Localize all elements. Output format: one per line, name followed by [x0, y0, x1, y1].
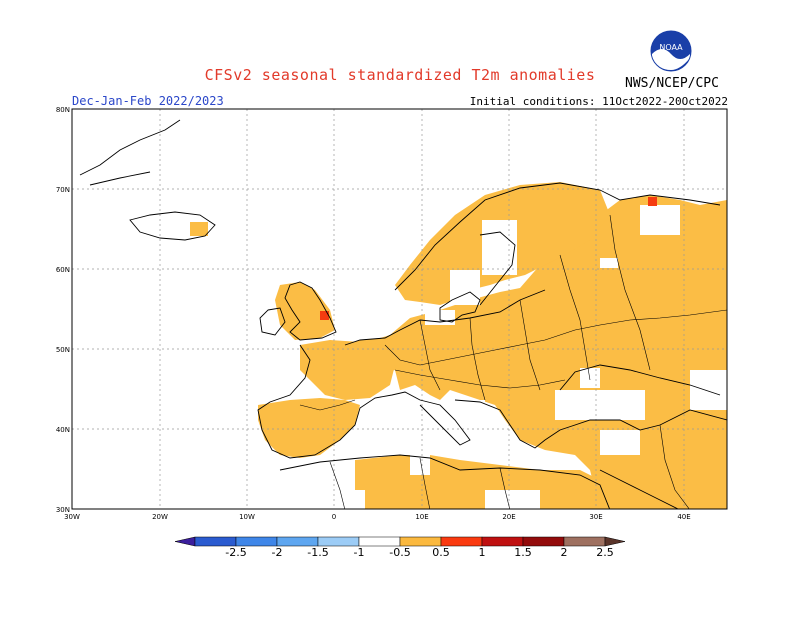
- colorbar-label: -1: [354, 546, 365, 559]
- longitude-labels: 30W 20W 10W 0 10E 20E 30E 40E: [64, 513, 691, 521]
- colorbar-max-arrow: [604, 536, 626, 547]
- lat-label: 60N: [56, 266, 70, 274]
- coastlines: [79, 119, 727, 509]
- lon-label: 0: [332, 513, 336, 521]
- anomaly-region-iceland: [190, 222, 208, 236]
- anomaly-region-middle-east: [640, 420, 727, 509]
- anomaly-region-britain: [275, 282, 335, 340]
- lon-label: 30E: [589, 513, 602, 521]
- colorbar-label: -1.5: [307, 546, 328, 559]
- lon-label: 40E: [677, 513, 690, 521]
- map-title: CFSv2 seasonal standardized T2m anomalie…: [204, 66, 596, 84]
- colorbar-min-arrow: [174, 536, 196, 547]
- strong-anomaly-kola: [648, 197, 657, 206]
- colorbar-label: -2: [272, 546, 283, 559]
- country-borders: [299, 214, 727, 509]
- colorbar: -2.5 -2 -1.5 -1 -0.5 0.5 1 1.5 2 2.5: [174, 536, 626, 559]
- lat-label: 50N: [56, 346, 70, 354]
- colorbar-segment: [358, 536, 401, 547]
- svg-text:NOAA: NOAA: [659, 43, 683, 52]
- colorbar-label: 2.5: [596, 546, 614, 559]
- lat-lon-grid: [72, 109, 727, 509]
- colorbar-segment: [481, 536, 524, 547]
- colorbar-segment: [563, 536, 606, 547]
- colorbar-segment: [399, 536, 442, 547]
- colorbar-label: -0.5: [389, 546, 410, 559]
- lon-label: 20E: [502, 513, 515, 521]
- noaa-logo-icon: NOAA: [650, 30, 692, 72]
- colorbar-segment: [276, 536, 319, 547]
- latitude-labels: 80N 70N 60N 50N 40N 30N: [56, 106, 70, 514]
- colorbar-segment: [440, 536, 483, 547]
- initial-conditions-label: Initial conditions: 11Oct2022-20Oct2022: [469, 95, 728, 108]
- colorbar-segment: [522, 536, 565, 547]
- agency-label: NWS/NCEP/CPC: [625, 76, 719, 91]
- colorbar-segment: [235, 536, 278, 547]
- map-frame: [71, 108, 728, 510]
- anomaly-region-france: [300, 340, 395, 400]
- colorbar-label: 1.5: [514, 546, 532, 559]
- lon-label: 20W: [152, 513, 168, 521]
- colorbar-label: 2: [561, 546, 568, 559]
- lon-label: 30W: [64, 513, 80, 521]
- anomaly-region-north-africa: [355, 455, 600, 509]
- lon-label: 10W: [239, 513, 255, 521]
- lat-label: 80N: [56, 106, 70, 114]
- lat-label: 70N: [56, 186, 70, 194]
- season-label: Dec-Jan-Feb 2022/2023: [72, 94, 224, 108]
- colorbar-segment: [317, 536, 360, 547]
- colorbar-segment: [194, 536, 237, 547]
- lat-label: 40N: [56, 426, 70, 434]
- anomaly-fills: [190, 182, 727, 509]
- strong-anomaly-uk: [320, 311, 329, 320]
- lat-label: 30N: [56, 506, 70, 514]
- colorbar-label: 0.5: [432, 546, 450, 559]
- colorbar-label: -2.5: [225, 546, 246, 559]
- colorbar-label: 1: [479, 546, 486, 559]
- lon-label: 10E: [415, 513, 428, 521]
